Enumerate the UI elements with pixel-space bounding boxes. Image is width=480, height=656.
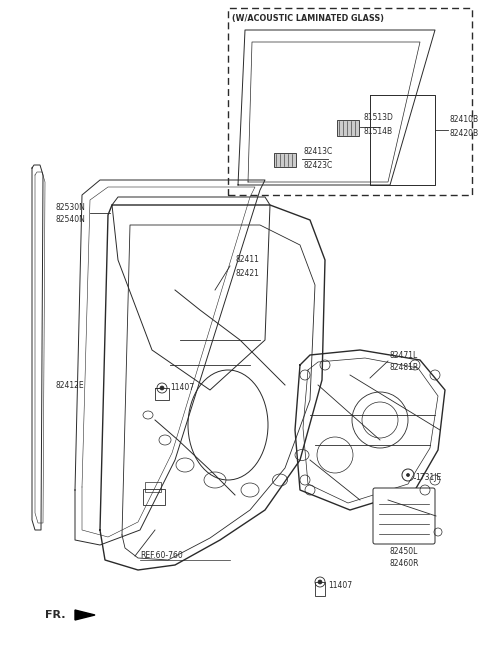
- Text: 82530N: 82530N: [55, 203, 85, 213]
- Text: FR.: FR.: [45, 610, 65, 620]
- Bar: [143, 489, 165, 505]
- Text: REF.60-760: REF.60-760: [140, 552, 183, 560]
- Text: 11407: 11407: [170, 384, 194, 392]
- Text: 82450L: 82450L: [390, 548, 419, 556]
- Circle shape: [318, 580, 322, 584]
- Text: 82410B: 82410B: [449, 115, 478, 125]
- Text: 82423C: 82423C: [303, 161, 332, 169]
- Text: 82540N: 82540N: [55, 216, 85, 224]
- Text: 81513D: 81513D: [363, 113, 393, 123]
- Text: 11407: 11407: [328, 581, 352, 590]
- Text: 82412E: 82412E: [55, 380, 84, 390]
- Text: 82421: 82421: [235, 268, 259, 277]
- Circle shape: [407, 474, 409, 476]
- Text: 82420B: 82420B: [449, 129, 478, 138]
- FancyBboxPatch shape: [373, 488, 435, 544]
- Bar: [337, 120, 359, 136]
- Text: 1731JE: 1731JE: [415, 474, 441, 483]
- Bar: [315, 582, 325, 596]
- Circle shape: [160, 386, 164, 390]
- Text: 82413C: 82413C: [303, 148, 332, 157]
- Text: 82411: 82411: [235, 255, 259, 264]
- Bar: [274, 153, 296, 167]
- Text: 82471L: 82471L: [390, 350, 418, 359]
- Text: 82460R: 82460R: [390, 560, 420, 569]
- Text: 82473: 82473: [390, 495, 414, 504]
- Text: (W/ACOUSTIC LAMINATED GLASS): (W/ACOUSTIC LAMINATED GLASS): [232, 14, 384, 23]
- Bar: [155, 388, 169, 400]
- Text: 82481R: 82481R: [390, 363, 419, 371]
- Polygon shape: [75, 610, 95, 620]
- Bar: [145, 482, 161, 492]
- Bar: [228, 8, 472, 195]
- Text: 81514B: 81514B: [363, 127, 392, 136]
